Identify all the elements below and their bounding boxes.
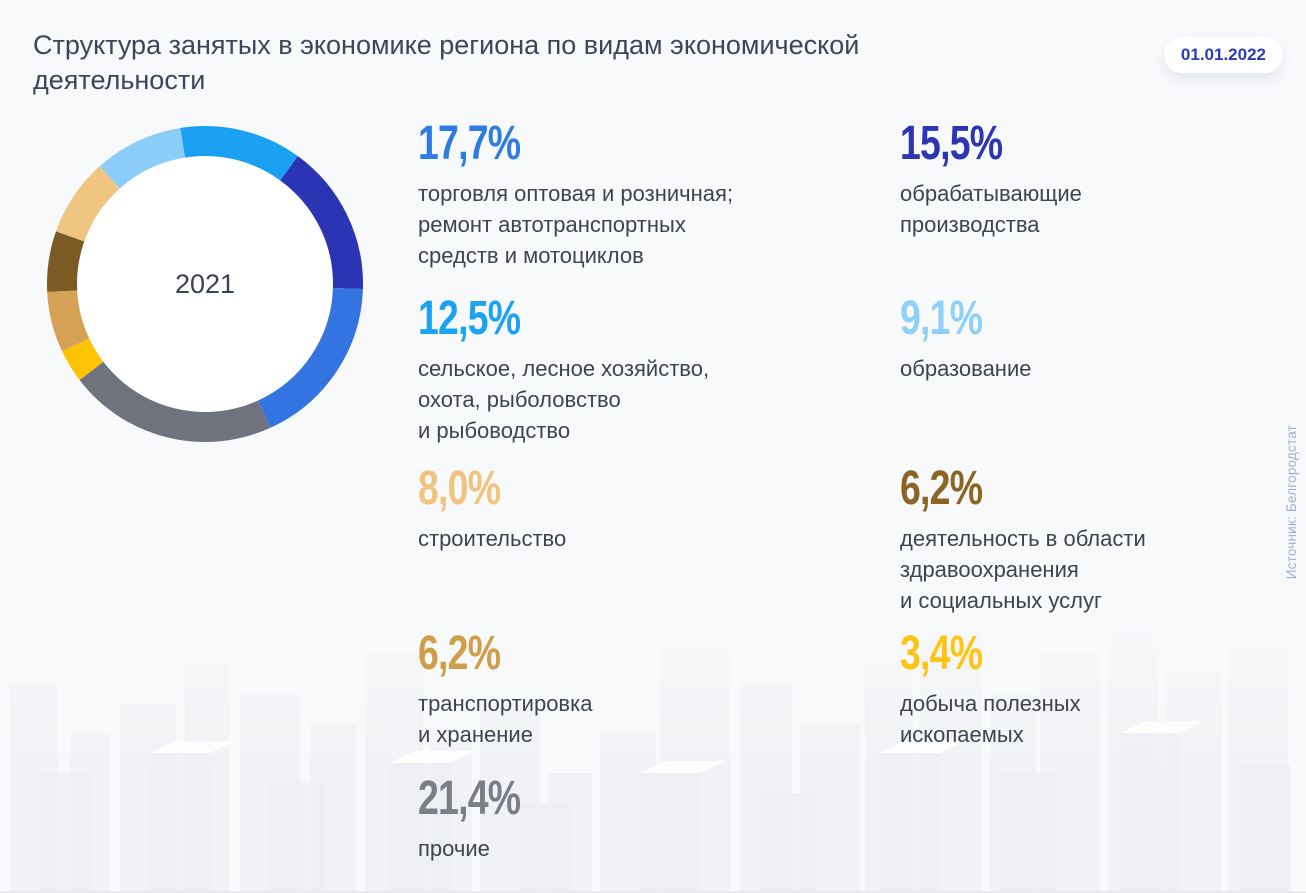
stat-block: 12,5% сельское, лесное хозяйство, охота,…	[418, 292, 710, 446]
stat-label: образование	[900, 356, 1032, 381]
stat-percent: 17,7%	[418, 117, 521, 170]
donut-segment	[62, 338, 104, 381]
donut-segment	[99, 127, 186, 189]
stat-block: 9,1% образование	[900, 292, 1032, 384]
stat-label: строительство	[418, 526, 567, 551]
stat-percent: 9,1%	[900, 292, 983, 345]
stat-percent: 6,2%	[900, 462, 983, 515]
donut-segment	[47, 289, 90, 352]
donut-segment	[56, 166, 121, 242]
date-badge: 01.01.2022	[1163, 37, 1283, 73]
stat-label: торговля оптовая и розничная; ремонт авт…	[418, 181, 734, 268]
stat-block: 6,2% транспортировка и хранение	[418, 627, 593, 750]
city-skyline-background	[0, 593, 1306, 893]
stat-label: деятельность в области здравоохранения и…	[900, 526, 1146, 613]
stat-label: обрабатывающие производства	[900, 181, 1082, 237]
source-note: Источник: Белгородстат	[1284, 425, 1299, 580]
stat-label: транспортировка и хранение	[418, 691, 593, 747]
stat-block: 3,4% добыча полезных ископаемых	[900, 627, 1081, 750]
stat-label: добыча полезных ископаемых	[900, 691, 1081, 747]
donut-segment	[79, 361, 271, 442]
stat-block: 6,2% деятельность в области здравоохране…	[900, 462, 1146, 616]
donut-chart: 2021	[47, 126, 363, 442]
donut-segment	[279, 156, 363, 289]
stat-block: 8,0% строительство	[418, 462, 567, 554]
stat-block: 17,7% торговля оптовая и розничная; ремо…	[418, 117, 734, 271]
stat-percent: 12,5%	[418, 292, 521, 345]
stat-percent: 8,0%	[418, 462, 501, 515]
stat-percent: 15,5%	[900, 117, 1003, 170]
stat-label: сельское, лесное хозяйство, охота, рыбол…	[418, 356, 710, 443]
stat-label: прочие	[418, 836, 490, 861]
donut-center-year: 2021	[175, 269, 235, 299]
page-title: Структура занятых в экономике региона по…	[33, 30, 860, 95]
bottom-edge-line	[0, 891, 1306, 893]
donut-segment	[47, 231, 85, 292]
stat-block: 21,4% прочие	[418, 772, 549, 864]
stat-percent: 6,2%	[418, 627, 501, 680]
stat-percent: 3,4%	[900, 627, 983, 680]
stat-block: 15,5% обрабатывающие производства	[900, 117, 1082, 240]
stat-percent: 21,4%	[418, 772, 521, 825]
donut-segment	[180, 126, 298, 181]
donut-hole	[77, 156, 333, 412]
donut-segment	[257, 287, 363, 428]
